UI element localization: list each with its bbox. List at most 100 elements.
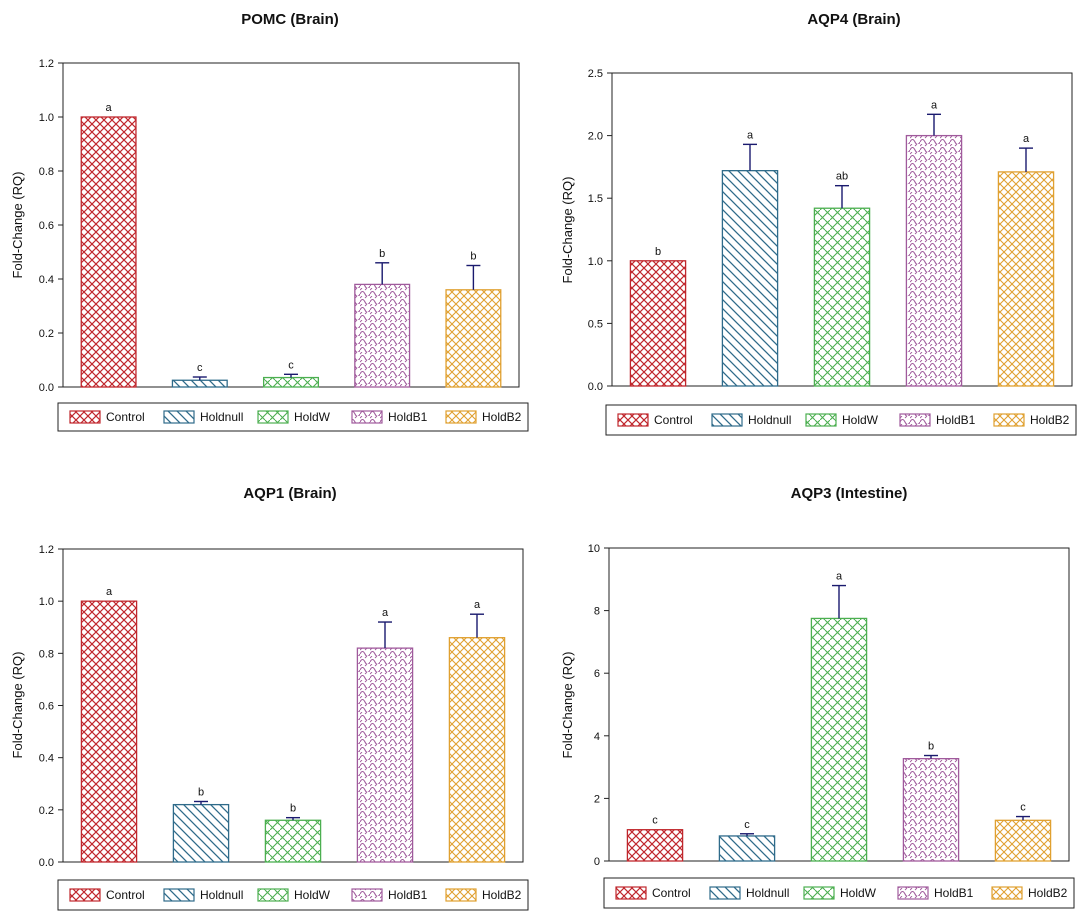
bar-holdnull: [171, 379, 228, 388]
bar-control: [626, 829, 684, 862]
y-tick-label: 2.5: [588, 68, 603, 80]
legend-label-holdb1: HoldB1: [388, 888, 428, 902]
bar-holdb1: [905, 134, 963, 387]
legend-label-holdw: HoldW: [842, 413, 879, 427]
y-tick-label: 0.0: [588, 381, 603, 393]
legend-swatch-holdb2: [445, 888, 477, 902]
chart-title: AQP4 (Brain): [807, 11, 900, 28]
legend-label-holdb1: HoldB1: [388, 410, 428, 424]
y-tick-label: 0: [594, 856, 600, 868]
chart-1: POMC (Brain) Fold-Change (RQ) 0.0 0.2 0.4 0.6…: [10, 11, 529, 432]
legend-label-holdnull: Holdnull: [748, 413, 791, 427]
legend-swatch-holdw: [257, 410, 289, 424]
y-tick-label: 1.0: [588, 256, 603, 268]
bar-control: [80, 600, 138, 863]
y-axis-label: Fold-Change (RQ): [560, 177, 575, 284]
y-tick-label: 1.0: [39, 596, 54, 608]
significance-letter: a: [836, 571, 843, 583]
legend-label-holdnull: Holdnull: [746, 886, 789, 900]
significance-letter: a: [106, 102, 113, 114]
bar-holdb2: [997, 171, 1055, 387]
legend-label-holdw: HoldW: [294, 410, 331, 424]
bar-holdw: [810, 617, 868, 862]
significance-letter: b: [198, 786, 204, 798]
legend-swatch-control: [615, 886, 647, 900]
significance-letter: b: [290, 803, 296, 815]
legend-label-holdw: HoldW: [294, 888, 331, 902]
bar-holdw: [813, 207, 871, 387]
significance-letter: a: [382, 607, 389, 619]
significance-letter: c: [652, 815, 658, 827]
significance-letter: b: [470, 251, 476, 263]
bar-holdb1: [902, 757, 960, 862]
significance-letter: a: [106, 586, 113, 598]
legend-swatch-holdw: [257, 888, 289, 902]
significance-letter: c: [288, 359, 294, 371]
bar-control: [80, 116, 137, 388]
legend-label-holdw: HoldW: [840, 886, 877, 900]
significance-letter: c: [744, 819, 750, 831]
legend-label-holdb2: HoldB2: [1030, 413, 1070, 427]
y-axis-label: Fold-Change (RQ): [10, 652, 25, 759]
y-tick-label: 1.0: [39, 112, 54, 124]
legend-label-holdb2: HoldB2: [482, 410, 522, 424]
legend-swatch-holdb2: [993, 413, 1025, 427]
legend-swatch-holdnull: [711, 413, 743, 427]
legend-swatch-holdnull: [709, 886, 741, 900]
bar-holdb2: [445, 289, 502, 388]
significance-letter: ab: [836, 171, 848, 183]
legend-label-holdnull: Holdnull: [200, 410, 243, 424]
bar-holdw: [262, 376, 320, 388]
legend-swatch-holdb1: [899, 413, 931, 427]
significance-letter: c: [1020, 802, 1026, 814]
legend-swatch-control: [69, 888, 101, 902]
significance-letter: b: [379, 248, 385, 260]
y-tick-label: 0.4: [39, 274, 54, 286]
legend-swatch-holdb1: [351, 410, 383, 424]
legend-swatch-holdnull: [163, 888, 195, 902]
y-tick-label: 0.2: [39, 328, 54, 340]
legend-label-holdb2: HoldB2: [1028, 886, 1068, 900]
bar-holdb1: [356, 647, 414, 863]
y-tick-label: 6: [594, 668, 600, 680]
significance-letter: b: [655, 246, 661, 258]
chart-title: POMC (Brain): [241, 11, 339, 28]
y-tick-label: 0.6: [39, 220, 54, 232]
bar-holdnull: [718, 835, 776, 862]
legend-swatch-holdb2: [445, 410, 477, 424]
legend-swatch-holdw: [805, 413, 837, 427]
legend-swatch-holdnull: [163, 410, 195, 424]
chart-3: AQP1 (Brain) Fold-Change (RQ) 0.0 0.2 0.4 0.6…: [10, 485, 529, 911]
bar-holdb1: [354, 283, 411, 388]
legend-label-control: Control: [654, 413, 693, 427]
legend-swatch-holdb1: [897, 886, 929, 900]
chart-title: AQP3 (Intestine): [791, 485, 908, 502]
y-tick-label: 0.0: [39, 382, 54, 394]
legend-label-holdb2: HoldB2: [482, 888, 522, 902]
y-tick-label: 0.5: [588, 318, 603, 330]
y-tick-label: 2: [594, 793, 600, 805]
legend-swatch-control: [69, 410, 101, 424]
y-axis-label: Fold-Change (RQ): [560, 652, 575, 759]
legend-label-control: Control: [106, 888, 145, 902]
y-tick-label: 10: [588, 543, 600, 555]
legend-swatch-holdw: [803, 886, 835, 900]
legend-label-control: Control: [106, 410, 145, 424]
y-tick-label: 0.6: [39, 701, 54, 713]
chart-2: AQP4 (Brain) Fold-Change (RQ) 0.0 0.5 1.0 1.5…: [560, 11, 1077, 436]
y-tick-label: 1.5: [588, 193, 603, 205]
legend-label-control: Control: [652, 886, 691, 900]
significance-letter: a: [931, 99, 938, 111]
legend-swatch-holdb1: [351, 888, 383, 902]
bar-control: [629, 260, 687, 387]
y-tick-label: 0.8: [39, 648, 54, 660]
bar-holdnull: [172, 803, 230, 863]
bar-holdb2: [994, 819, 1052, 862]
y-tick-label: 1.2: [39, 544, 54, 556]
y-tick-label: 0.4: [39, 753, 54, 765]
charts-root: POMC (Brain) Fold-Change (RQ) 0.0 0.2 0.4 0.6…: [10, 11, 1077, 911]
significance-letter: a: [1023, 133, 1030, 145]
legend-label-holdnull: Holdnull: [200, 888, 243, 902]
y-tick-label: 0.2: [39, 805, 54, 817]
